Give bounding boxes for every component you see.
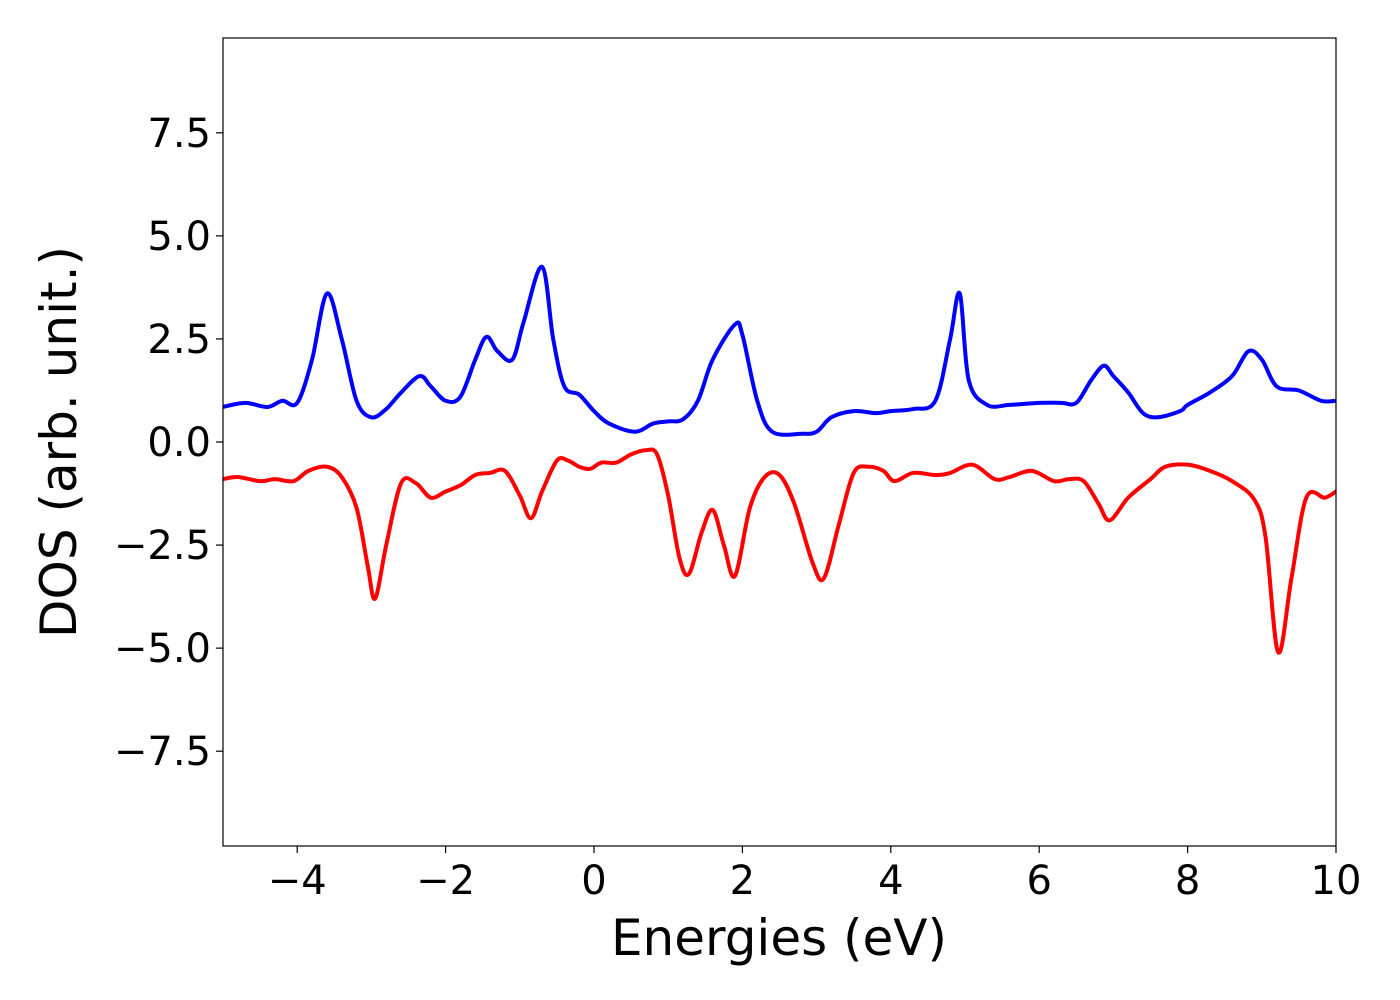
y-tick-label: 7.5 bbox=[147, 111, 211, 157]
y-tick-label: 0.0 bbox=[147, 420, 211, 466]
series-line-spin-down bbox=[223, 447, 1336, 655]
x-tick-label: 10 bbox=[1311, 858, 1362, 904]
y-tick-label: −7.5 bbox=[114, 729, 211, 775]
y-axis-title: DOS (arb. unit.) bbox=[30, 246, 88, 638]
y-tick-label: −2.5 bbox=[114, 523, 211, 569]
y-tick-label: −5.0 bbox=[114, 626, 211, 672]
x-tick-label: −2 bbox=[416, 858, 475, 904]
series-line-spin-up bbox=[223, 264, 1336, 437]
x-tick-label: 4 bbox=[878, 858, 903, 904]
y-tick-label: 2.5 bbox=[147, 317, 211, 363]
x-tick-label: 0 bbox=[581, 858, 606, 904]
x-tick-label: 8 bbox=[1175, 858, 1200, 904]
x-tick-label: 6 bbox=[1026, 858, 1051, 904]
ticks-layer: −4 −2 0 2 4 6 8 10 −7.5 −5.0 −2.5 0.0 2.5 5.0 7.5 bbox=[114, 111, 1362, 904]
x-tick-label: 2 bbox=[730, 858, 755, 904]
x-tick-label: −4 bbox=[268, 858, 327, 904]
plot-frame bbox=[222, 37, 1337, 847]
series-layer bbox=[223, 264, 1336, 655]
y-tick-label: 5.0 bbox=[147, 214, 211, 260]
x-axis-title: Energies (eV) bbox=[611, 909, 947, 967]
